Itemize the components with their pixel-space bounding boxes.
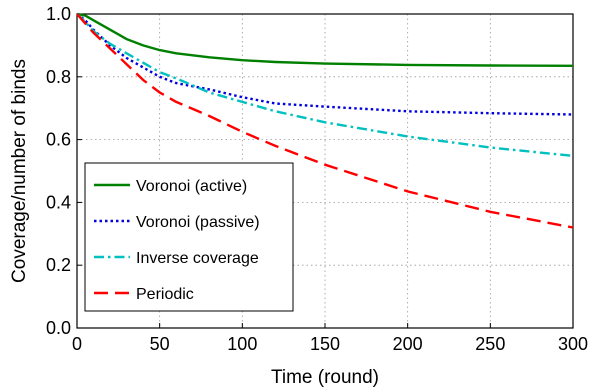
x-tick-label: 300 — [558, 334, 588, 354]
y-axis-label: Coverage/number of binds — [9, 59, 30, 283]
y-tick-label: 1.0 — [46, 4, 71, 24]
legend-entry-label: Voronoi (passive) — [136, 214, 260, 231]
axis-ticks: 0 50 100 150 200 250 300 0.0 0.2 0.4 0.6 0.8 1.0 — [46, 4, 588, 354]
x-tick-label: 50 — [150, 334, 170, 354]
legend-entry-label: Voronoi (active) — [136, 178, 247, 195]
series-line-1 — [76, 13, 574, 116]
y-tick-label: 0.0 — [46, 318, 71, 338]
x-tick-label: 0 — [72, 334, 82, 354]
y-tick-label: 0.6 — [46, 130, 71, 150]
legend-box — [84, 162, 294, 312]
x-axis-label: Time (round) — [271, 367, 379, 388]
x-tick-label: 100 — [227, 334, 257, 354]
x-tick-label: 250 — [475, 334, 505, 354]
legend-entry-label: Inverse coverage — [136, 250, 259, 267]
x-tick-label: 200 — [393, 334, 423, 354]
x-tick-label: 150 — [310, 334, 340, 354]
series-line-3 — [76, 13, 574, 229]
y-tick-label: 0.4 — [46, 192, 71, 212]
legend: Voronoi (active) Voronoi (passive) Inverse… — [84, 162, 294, 312]
series-line-0 — [76, 12, 574, 67]
y-tick-label: 0.2 — [46, 255, 71, 275]
legend-entry-label: Periodic — [136, 286, 194, 303]
series-lines — [76, 12, 574, 229]
series-line-2 — [76, 13, 574, 158]
y-tick-label: 0.8 — [46, 67, 71, 87]
